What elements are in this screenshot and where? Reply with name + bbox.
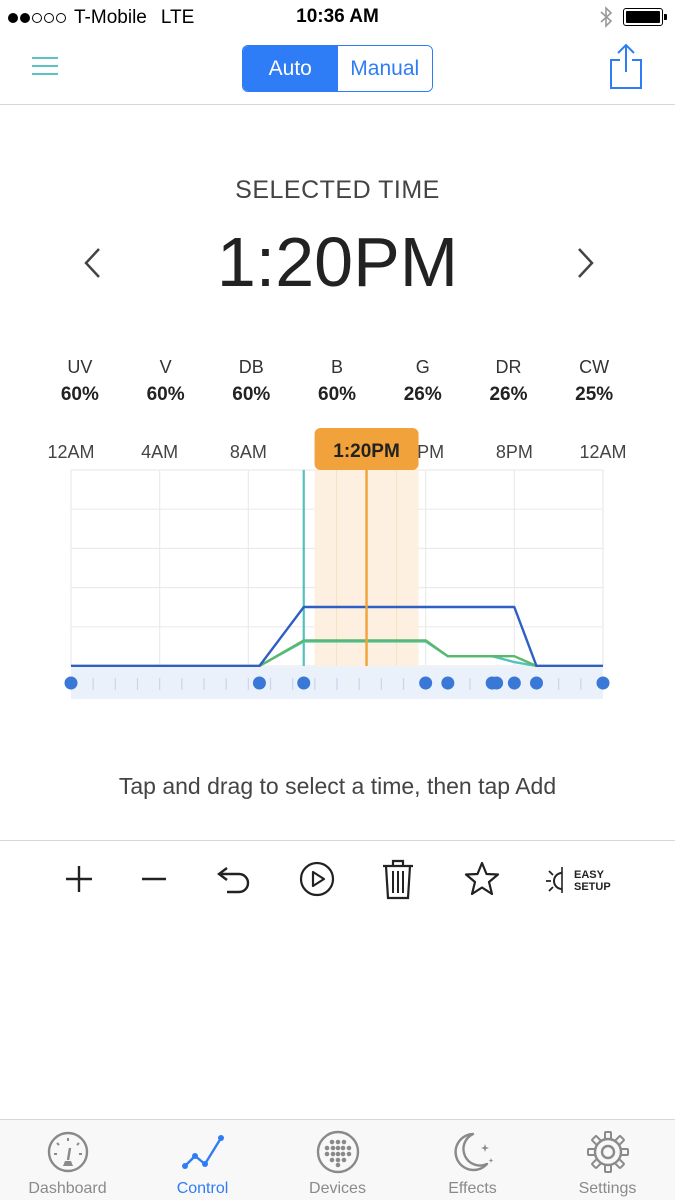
- schedule-chart[interactable]: 12AM4AM8AM12PM4PM8PM12AM1:20PM: [0, 420, 675, 720]
- tab-settings[interactable]: Settings: [540, 1120, 675, 1200]
- channel-db: DB 60%: [208, 357, 294, 406]
- delete-button[interactable]: [374, 855, 422, 903]
- selected-time-bubble-label: 1:20PM: [333, 441, 400, 462]
- favorite-button[interactable]: [458, 855, 506, 903]
- channel-name: B: [331, 357, 344, 377]
- channel-name: CW: [579, 357, 610, 377]
- trash-icon: [383, 859, 413, 900]
- timeline-point: [64, 676, 78, 690]
- easy-setup-line1: EASY: [574, 869, 604, 881]
- tab-bar: Dashboard Control Devices Effects: [0, 1119, 675, 1200]
- gauge-icon: [47, 1131, 89, 1173]
- selected-time-label: SELECTED TIME: [235, 176, 440, 204]
- previous-time-chevron-icon[interactable]: [78, 245, 108, 281]
- add-button[interactable]: [55, 855, 103, 903]
- tab-label: Dashboard: [28, 1180, 107, 1197]
- series-line: [71, 605, 603, 668]
- channel-name: DB: [238, 357, 264, 377]
- chart-x-tick-label: 12AM: [47, 442, 94, 462]
- play-button[interactable]: [293, 855, 341, 903]
- star-icon: [464, 861, 500, 896]
- led-array-icon: [316, 1130, 360, 1174]
- instruction-text: Tap and drag to select a time, then tap …: [118, 773, 557, 799]
- selected-time-bubble: [314, 428, 419, 470]
- undo-button[interactable]: [210, 855, 258, 903]
- action-toolbar: EASY SETUP: [0, 840, 675, 916]
- channel-value: 60%: [318, 384, 357, 405]
- tab-label: Settings: [578, 1180, 637, 1197]
- selected-time-value: 1:20PM: [216, 223, 459, 301]
- easy-setup-line2: SETUP: [574, 881, 611, 893]
- channel-cw: CW 25%: [551, 357, 637, 406]
- hamburger-icon[interactable]: [32, 55, 58, 77]
- signal-icon: [8, 13, 66, 23]
- status-time: 10:36 AM: [296, 6, 379, 27]
- channel-value: 60%: [232, 384, 271, 405]
- gear-icon: [587, 1131, 629, 1173]
- minus-icon: [142, 877, 166, 881]
- series-line: [71, 639, 603, 668]
- sun-half-icon: [546, 867, 563, 893]
- segment-manual[interactable]: Manual: [337, 46, 432, 91]
- easy-setup-button[interactable]: EASY SETUP: [544, 865, 611, 897]
- timeline-point: [441, 676, 455, 690]
- remove-button[interactable]: [130, 855, 178, 903]
- timeline-point: [530, 676, 543, 690]
- tab-devices[interactable]: Devices: [270, 1120, 405, 1200]
- nav-bar: Auto Manual: [0, 34, 675, 105]
- share-icon[interactable]: [608, 42, 644, 90]
- chart-x-tick-label: 12AM: [579, 442, 626, 462]
- timeline-point: [490, 676, 504, 690]
- tab-dashboard[interactable]: Dashboard: [0, 1120, 135, 1200]
- network-type: LTE: [160, 7, 195, 28]
- timeline-point: [297, 676, 311, 690]
- channel-name: G: [415, 357, 430, 377]
- chart-x-tick-label: 4AM: [141, 442, 178, 462]
- tab-effects[interactable]: Effects: [405, 1120, 540, 1200]
- bluetooth-icon: [600, 6, 613, 28]
- play-icon: [299, 861, 335, 897]
- channel-value: 26%: [403, 384, 442, 405]
- timeline-point: [596, 676, 610, 690]
- timeline-point: [419, 676, 433, 690]
- timeline-point: [507, 676, 521, 690]
- channel-g: G 26%: [380, 357, 466, 406]
- channel-value: 26%: [489, 384, 528, 405]
- chart-x-tick-label: 8AM: [230, 442, 267, 462]
- tab-label: Devices: [309, 1180, 366, 1197]
- next-time-chevron-icon[interactable]: [570, 245, 600, 281]
- moon-stars-icon: [454, 1132, 494, 1172]
- mode-segmented-control: Auto Manual: [242, 45, 433, 92]
- channel-v: V 60%: [123, 357, 209, 406]
- plus-icon: [66, 866, 92, 892]
- channel-dr: DR 26%: [466, 357, 552, 406]
- channel-values: UV 60% V 60% DB 60% B 60% G 26% DR 26% CW 25%: [37, 357, 637, 406]
- channel-uv: UV 60%: [37, 357, 123, 406]
- channel-b: B 60%: [294, 357, 380, 406]
- channel-name: DR: [495, 357, 522, 377]
- channel-value: 60%: [60, 384, 99, 405]
- tab-label: Effects: [448, 1180, 497, 1197]
- segment-auto[interactable]: Auto: [243, 46, 338, 91]
- tab-control[interactable]: Control: [135, 1120, 270, 1200]
- graph-icon: [182, 1135, 224, 1169]
- undo-icon: [217, 867, 250, 894]
- channel-name: V: [159, 357, 172, 377]
- tab-label: Control: [176, 1180, 229, 1197]
- channel-value: 60%: [146, 384, 185, 405]
- carrier-name: T-Mobile: [74, 7, 147, 28]
- channel-name: UV: [67, 357, 93, 377]
- chart-x-tick-label: 8PM: [496, 442, 533, 462]
- status-bar: T-Mobile LTE 10:36 AM: [0, 0, 675, 34]
- battery-icon: [623, 8, 667, 26]
- timeline-point: [252, 676, 266, 690]
- channel-value: 25%: [575, 384, 614, 405]
